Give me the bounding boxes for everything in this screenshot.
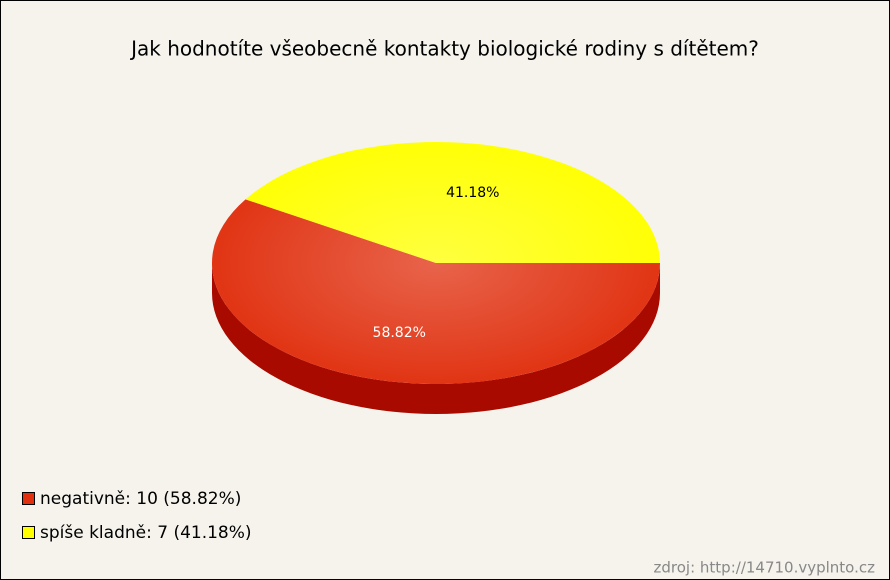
slice-side [212, 263, 660, 414]
legend-swatch [22, 492, 35, 505]
shine [212, 142, 660, 384]
slice-label: 41.18% [446, 185, 499, 201]
pie: 58.82% 41.18% [211, 141, 661, 414]
legend-swatch [22, 526, 35, 539]
legend-label: spíše kladně: 7 (41.18%) [40, 523, 252, 543]
legend: negativně: 10 (58.82%) spíše kladně: 7 (4… [22, 489, 252, 543]
source: zdroj: http://14710.vyplnto.cz [654, 559, 876, 577]
slice-label: 58.82% [373, 325, 426, 341]
chart-title: Jak hodnotíte všeobecně kontakty biologi… [129, 37, 759, 61]
legend-label: negativně: 10 (58.82%) [40, 489, 241, 509]
